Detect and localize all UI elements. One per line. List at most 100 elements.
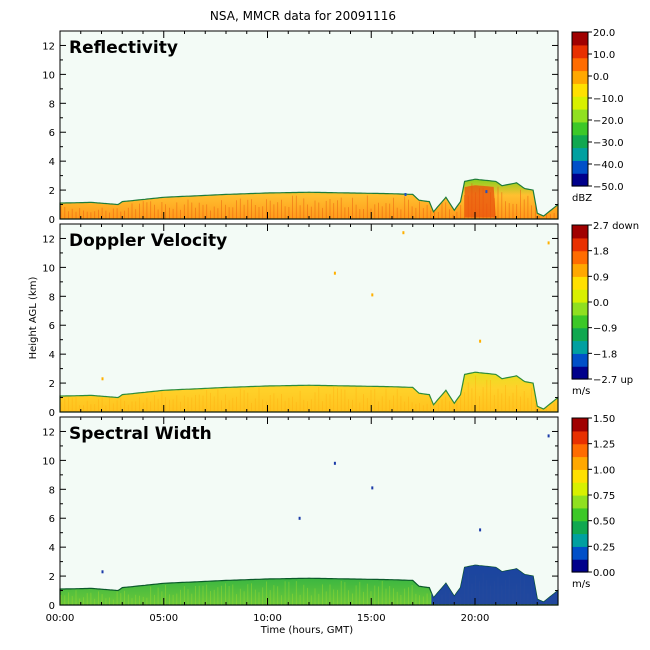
y-tick-label: 0 — [49, 601, 55, 612]
panel-title: Spectral Width — [69, 424, 212, 444]
colorbar-tick-label: 0.50 — [593, 517, 615, 528]
colorbar-tick-label: 20.0 — [593, 28, 615, 39]
colorbar-tick-label: 0.00 — [593, 568, 615, 579]
colorbar-segment — [572, 147, 588, 161]
y-tick-label: 4 — [49, 157, 55, 168]
y-tick-label: 2 — [49, 186, 55, 197]
colorbar-segment — [572, 314, 588, 329]
colorbar-tick-label: 1.25 — [593, 440, 615, 451]
colorbar-segment — [572, 482, 588, 496]
colorbar-unit: m/s — [572, 579, 590, 590]
colorbar-segment — [572, 276, 588, 290]
colorbar-tick-label: 0.0 — [593, 72, 609, 83]
colorbar-tick-label: −2.7 up — [593, 375, 633, 386]
panel-1: 0 2 4 6 8 10 12 Doppler Velocity 2.7 down 1.8 0.9 0… — [42, 221, 639, 419]
x-tick-label: 15:00 — [357, 613, 386, 624]
y-tick-label: 10 — [42, 263, 55, 274]
colorbar-tick-label: −40.0 — [593, 160, 624, 171]
colorbar-segment — [572, 121, 588, 136]
y-tick-label: 6 — [49, 514, 55, 525]
isolated-return — [547, 434, 550, 438]
isolated-return — [547, 241, 550, 245]
colorbar-segment — [572, 173, 588, 187]
colorbar-segment — [572, 353, 588, 367]
colorbar-segment — [572, 443, 588, 458]
isolated-return — [298, 516, 301, 520]
y-tick-label: 4 — [49, 543, 55, 554]
colorbar-tick-label: −0.9 — [593, 324, 617, 335]
colorbar-segment — [572, 418, 588, 432]
colorbar-segment — [572, 250, 588, 265]
isolated-return — [333, 271, 336, 275]
colorbar-tick-label: 10.0 — [593, 50, 615, 61]
narrow-width-region — [431, 565, 558, 605]
panel-title: Reflectivity — [69, 38, 178, 58]
colorbar-segment — [572, 327, 588, 342]
strong-echo-region — [464, 185, 496, 218]
y-tick-label: 0 — [49, 408, 55, 419]
colorbar-tick-label: −1.8 — [593, 349, 617, 360]
x-tick-label: 10:00 — [253, 613, 282, 624]
colorbar-segment — [572, 83, 588, 97]
isolated-return — [485, 190, 488, 194]
y-tick-label: 6 — [49, 321, 55, 332]
colorbar-segment — [572, 546, 588, 560]
colorbar-segment — [572, 263, 588, 277]
colorbar-frame — [571, 31, 589, 187]
isolated-return — [479, 339, 482, 343]
x-tick-label: 05:00 — [149, 613, 178, 624]
isolated-return — [479, 528, 482, 532]
colorbar-segment — [572, 469, 588, 483]
y-tick-label: 10 — [42, 456, 55, 467]
y-tick-label: 6 — [49, 128, 55, 139]
colorbar-segment — [572, 340, 588, 354]
colorbar-segment — [572, 456, 588, 470]
y-tick-label: 12 — [42, 427, 55, 438]
colorbar-segment — [572, 289, 588, 303]
panel-title: Doppler Velocity — [69, 231, 227, 251]
colorbar-unit: dBZ — [572, 193, 592, 204]
y-tick-label: 12 — [42, 41, 55, 52]
colorbar-segment — [572, 520, 588, 535]
colorbar-tick-label: 0.9 — [593, 272, 609, 283]
colorbar-segment — [572, 237, 588, 252]
colorbar-segment — [572, 160, 588, 174]
isolated-return — [371, 293, 374, 297]
y-tick-label: 8 — [49, 99, 55, 110]
colorbar-segment — [572, 495, 588, 509]
colorbar-tick-label: −50.0 — [593, 182, 624, 193]
colorbar-segment — [572, 109, 588, 123]
colorbar-segment — [572, 96, 588, 110]
colorbar-segment — [572, 57, 588, 72]
colorbar-segment — [572, 302, 588, 316]
colorbar-segment — [572, 559, 588, 573]
figure-title: NSA, MMCR data for 20091116 — [210, 9, 396, 23]
isolated-return — [101, 377, 104, 381]
colorbar-tick-label: 1.50 — [593, 414, 615, 425]
colorbar-tick-label: −20.0 — [593, 116, 624, 127]
isolated-return — [371, 486, 374, 490]
colorbar-segment — [572, 533, 588, 547]
colorbar-tick-label: −30.0 — [593, 138, 624, 149]
isolated-return — [101, 570, 104, 574]
colorbar-tick-label: 1.8 — [593, 247, 609, 258]
colorbar-unit: m/s — [572, 386, 590, 397]
colorbar-tick-label: 0.25 — [593, 542, 615, 553]
panel-2: 0 2 4 6 8 10 12 Spectral Width 1.50 1.25 1.00 0.75 0… — [42, 414, 615, 612]
colorbar-segment — [572, 507, 588, 522]
y-tick-label: 12 — [42, 234, 55, 245]
colorbar-tick-label: 1.00 — [593, 465, 615, 476]
y-tick-label: 2 — [49, 379, 55, 390]
x-axis-label: Time (hours, GMT) — [260, 625, 354, 636]
colorbar-segment — [572, 366, 588, 380]
x-tick-label: 00:00 — [46, 613, 75, 624]
isolated-return — [333, 461, 336, 465]
y-tick-label: 10 — [42, 70, 55, 81]
y-tick-label: 4 — [49, 350, 55, 361]
colorbar-segment — [572, 32, 588, 46]
x-tick-label: 20:00 — [461, 613, 490, 624]
colorbar-tick-label: −10.0 — [593, 94, 624, 105]
colorbar-segment — [572, 430, 588, 445]
